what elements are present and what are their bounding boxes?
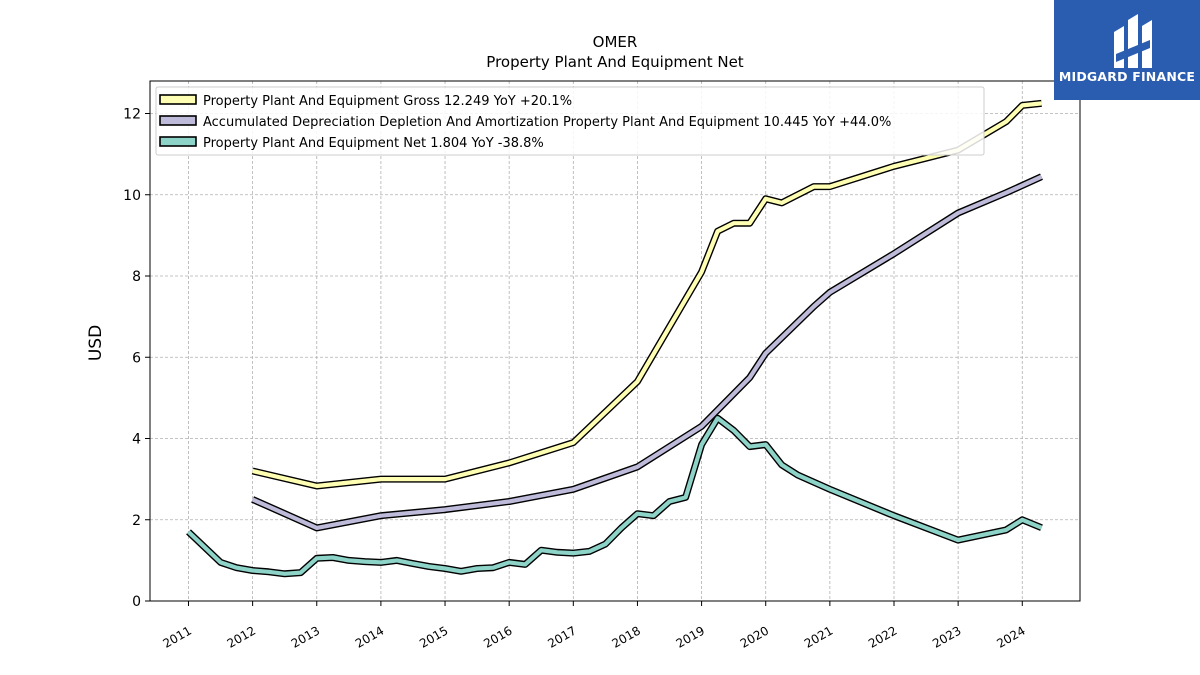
x-tick-label: 2018 bbox=[609, 623, 642, 650]
y-tick-label: 10 bbox=[123, 188, 141, 204]
legend-swatch-0 bbox=[159, 94, 197, 105]
y-axis-label: USD bbox=[86, 325, 106, 361]
x-tick-label: 2020 bbox=[738, 623, 771, 650]
series-line-1 bbox=[251, 174, 1043, 530]
brand-mark-icon bbox=[1114, 14, 1152, 68]
x-tick-label: 2022 bbox=[866, 623, 899, 650]
legend-swatch-2 bbox=[159, 136, 197, 147]
y-tick-label: 2 bbox=[132, 513, 141, 529]
x-tick-label: 2023 bbox=[930, 623, 963, 650]
legend: Property Plant And Equipment Gross 12.24… bbox=[155, 86, 985, 156]
y-tick-label: 6 bbox=[132, 350, 141, 366]
y-tick-label: 4 bbox=[132, 432, 141, 448]
y-tick-label: 0 bbox=[132, 594, 141, 610]
brand-name: MIDGARD FINANCE bbox=[1058, 69, 1196, 84]
grid bbox=[150, 81, 1080, 602]
y-axis: 0 2 4 6 8 10 12 bbox=[123, 107, 150, 610]
x-tick-label: 2021 bbox=[802, 623, 835, 650]
legend-swatch-1 bbox=[159, 115, 197, 126]
y-tick-label: 12 bbox=[123, 107, 141, 123]
legend-label-0: Property Plant And Equipment Gross 12.24… bbox=[203, 94, 572, 109]
x-tick-label: 2024 bbox=[994, 623, 1027, 650]
legend-label-2: Property Plant And Equipment Net 1.804 Y… bbox=[203, 136, 544, 151]
series-line-2 bbox=[187, 416, 1043, 576]
x-tick-label: 2017 bbox=[545, 623, 578, 650]
y-tick-label: 8 bbox=[132, 269, 141, 285]
brand-logo: MIDGARD FINANCE bbox=[1054, 0, 1200, 100]
x-tick-label: 2012 bbox=[225, 623, 258, 650]
x-tick-label: 2014 bbox=[353, 623, 386, 650]
x-tick-label: 2016 bbox=[481, 623, 514, 650]
x-axis: 2011 2012 2013 2014 2015 2016 2017 2018 2019 2020… bbox=[161, 601, 1028, 651]
chart-title: OMER bbox=[593, 33, 638, 51]
chart-subtitle: Property Plant And Equipment Net bbox=[486, 53, 743, 71]
plot-frame bbox=[149, 80, 1081, 602]
x-tick-label: 2011 bbox=[161, 623, 194, 650]
x-tick-label: 2013 bbox=[289, 623, 322, 650]
x-tick-label: 2015 bbox=[417, 623, 450, 650]
series-line-0 bbox=[252, 101, 1042, 489]
legend-box bbox=[155, 86, 985, 156]
x-tick-label: 2019 bbox=[674, 623, 707, 650]
legend-label-1: Accumulated Depreciation Depletion And A… bbox=[203, 115, 891, 130]
series-line-outline-1 bbox=[251, 173, 1043, 532]
